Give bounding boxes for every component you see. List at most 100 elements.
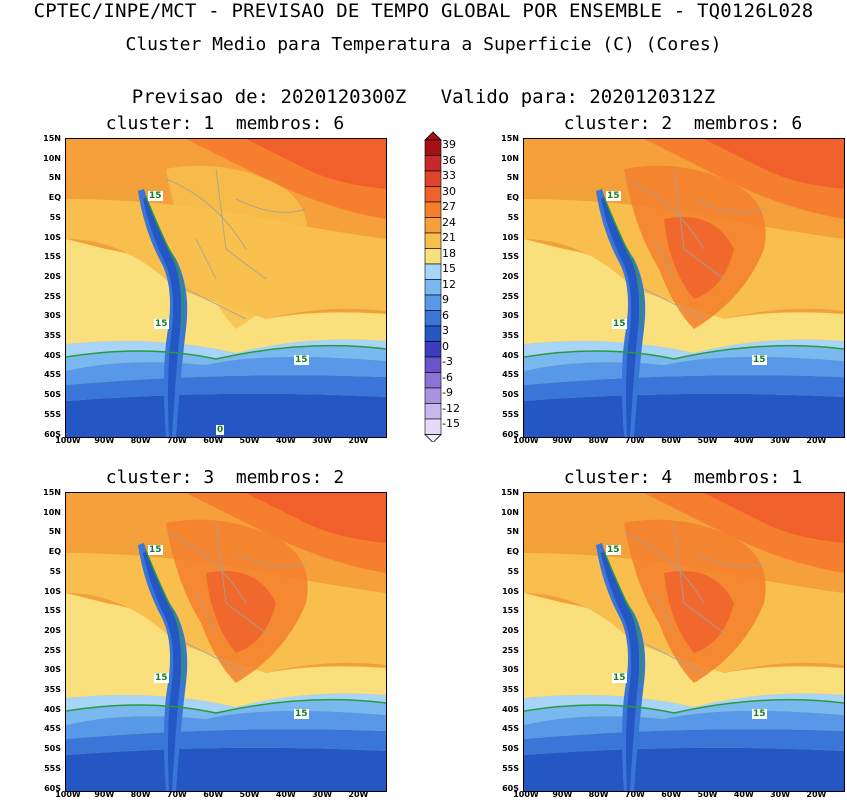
lat-tick-label: 40S — [502, 704, 519, 714]
lat-tick-label: 10N — [43, 153, 61, 163]
lat-tick-label: 55S — [44, 763, 61, 773]
contour-label: 15 — [752, 709, 767, 719]
lat-tick-label: 10S — [44, 232, 61, 242]
lat-tick-label: 60S — [502, 783, 519, 793]
lat-tick-label: 50S — [44, 744, 61, 754]
lon-tick-label: 100W — [513, 436, 539, 445]
temperature-map — [524, 493, 844, 791]
lat-tick-label: 10S — [502, 232, 519, 242]
lat-tick-label: 5S — [49, 212, 61, 222]
lat-tick-label: 45S — [44, 370, 61, 380]
contour-label: 15 — [154, 319, 169, 329]
lon-tick-label: 100W — [55, 790, 81, 799]
colorbar-tick-label: 21 — [442, 231, 456, 244]
contour-label: 15 — [294, 355, 309, 365]
lat-tick-label: 10N — [501, 507, 519, 517]
lat-tick-label: 15S — [502, 252, 519, 262]
lat-tick-label: 10S — [502, 586, 519, 596]
lat-tick-label: 30S — [502, 311, 519, 321]
lat-tick-label: 60S — [502, 429, 519, 439]
lat-tick-label: 60S — [44, 429, 61, 439]
contour-label: 15 — [148, 545, 163, 555]
lon-tick-label: 70W — [166, 790, 187, 799]
lat-tick-label: 25S — [502, 291, 519, 301]
lat-tick-label: 15S — [44, 606, 61, 616]
lon-tick-label: 70W — [624, 436, 645, 445]
colorbar-swatch — [424, 341, 442, 358]
lat-tick-label: 20S — [44, 271, 61, 281]
lat-tick-label: 45S — [502, 724, 519, 734]
lat-tick-label: 50S — [44, 390, 61, 400]
colorbar-tick-label: 30 — [442, 184, 456, 198]
colorbar-swatch — [424, 325, 442, 342]
lon-tick-label: 90W — [552, 436, 573, 445]
lat-tick-label: 35S — [502, 331, 519, 340]
colorbar-swatch — [424, 356, 442, 373]
lat-tick-label: EQ — [48, 547, 61, 557]
colorbar-swatch — [424, 418, 442, 435]
colorbar-swatch — [424, 170, 442, 187]
contour-label: 15 — [606, 545, 621, 555]
colorbar-tick-label: 3 — [442, 324, 449, 337]
lon-tick-label: 50W — [239, 790, 260, 799]
lat-tick-label: 5N — [48, 173, 61, 183]
colorbar-swatch — [424, 232, 442, 249]
colorbar-swatch — [424, 248, 442, 265]
lat-tick-label: 40S — [44, 704, 61, 714]
lon-tick-label: 60W — [203, 436, 224, 445]
colorbar-swatch — [424, 139, 442, 156]
colorbar-tick-label: 0 — [442, 339, 449, 353]
colorbar-tick-label: 39 — [442, 138, 456, 151]
colorbar-swatch — [424, 403, 442, 420]
lat-tick-label: 10N — [43, 507, 61, 517]
lon-tick-label: 60W — [661, 790, 682, 799]
colorbar-swatch — [424, 372, 442, 389]
lon-tick-label: 40W — [733, 790, 754, 799]
lat-tick-label: 15N — [43, 488, 61, 497]
panel-title-cluster-2: cluster: 2 membros: 6 — [563, 113, 803, 134]
colorbar-swatch — [424, 186, 442, 203]
lat-tick-label: 30S — [44, 311, 61, 321]
colorbar-tick-label: -12 — [442, 401, 460, 415]
contour-label: 15 — [752, 355, 767, 365]
lat-tick-label: 25S — [502, 645, 519, 655]
lon-tick-label: 40W — [275, 790, 296, 799]
lon-tick-label: 80W — [588, 790, 609, 799]
colorbar-tick-label: 18 — [442, 246, 456, 260]
lat-tick-label: 5N — [48, 527, 61, 537]
lat-tick-label: 25S — [44, 291, 61, 301]
colorbar-tick-label: 15 — [442, 262, 456, 275]
lat-tick-label: 20S — [502, 625, 519, 635]
lat-tick-label: 55S — [502, 763, 519, 773]
lon-tick-label: 70W — [624, 790, 645, 799]
panel-title-cluster-4: cluster: 4 membros: 1 — [563, 467, 803, 488]
map-panel-cluster-2: 15 15 15 — [523, 138, 845, 438]
lon-tick-label: 100W — [55, 436, 81, 445]
lon-tick-label: 90W — [552, 790, 573, 799]
lon-tick-label: 80W — [130, 436, 151, 445]
colorbar-tick-label: -3 — [442, 355, 453, 368]
lon-tick-label: 40W — [733, 436, 754, 445]
colorbar-tick-label: 27 — [442, 200, 456, 213]
lon-tick-label: 90W — [94, 436, 115, 445]
colorbar-tick-label: -6 — [442, 370, 453, 384]
temperature-map — [66, 139, 386, 437]
lat-tick-label: 45S — [44, 724, 61, 734]
lat-tick-label: 40S — [44, 350, 61, 360]
lat-tick-label: 5N — [506, 173, 519, 183]
lon-tick-label: 20W — [806, 436, 827, 445]
colorbar-tick-label: 9 — [442, 293, 449, 306]
lat-tick-label: 15N — [43, 134, 61, 143]
colorbar-swatch — [424, 279, 442, 296]
lon-tick-label: 30W — [312, 436, 333, 445]
lat-tick-label: 40S — [502, 350, 519, 360]
lat-tick-label: 35S — [502, 685, 519, 694]
lon-tick-label: 30W — [770, 790, 791, 799]
temperature-map — [524, 139, 844, 437]
contour-label: 15 — [606, 191, 621, 201]
lon-tick-label: 20W — [348, 790, 369, 799]
lon-tick-label: 50W — [697, 790, 718, 799]
lon-tick-label: 80W — [130, 790, 151, 799]
map-panel-cluster-3: 15 15 15 — [65, 492, 387, 792]
lat-tick-label: 15N — [501, 488, 519, 497]
